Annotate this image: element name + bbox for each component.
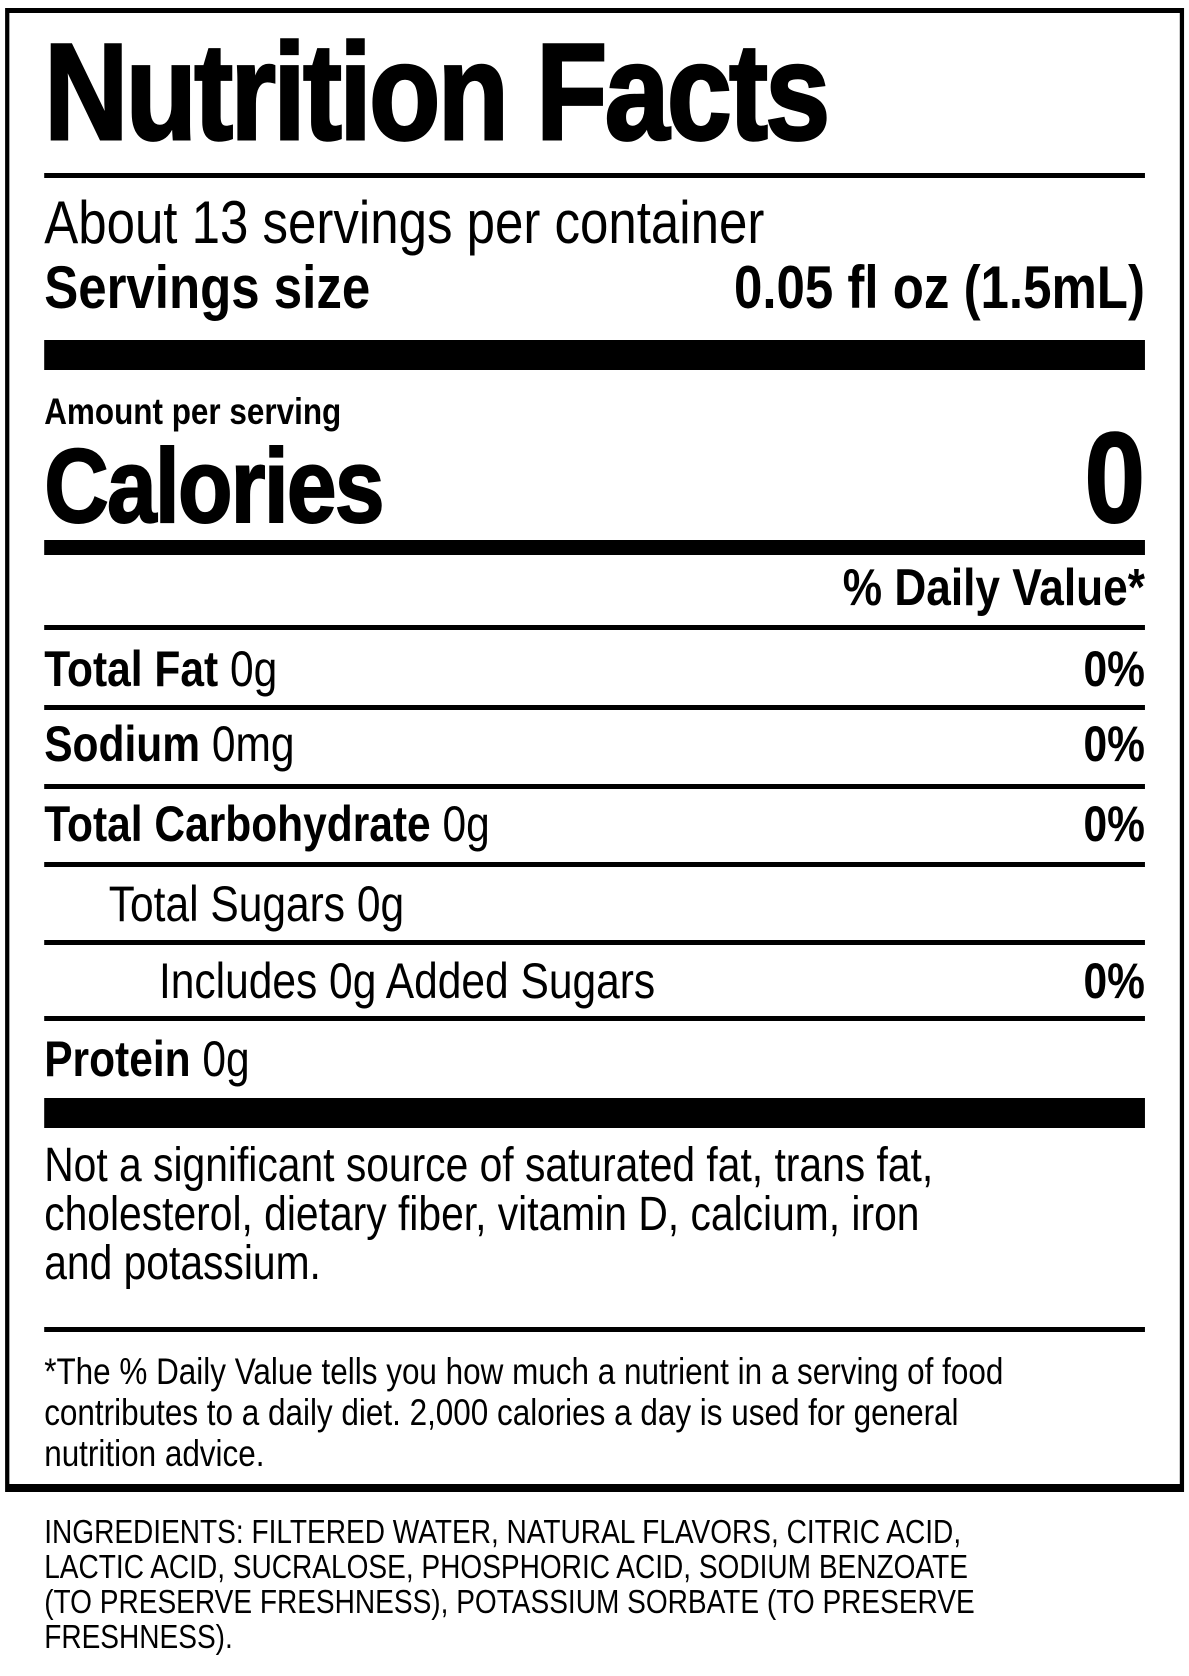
row-divider (44, 940, 1145, 945)
nutrient-row-added-sugars: Includes 0g Added Sugars 0% (44, 956, 1145, 1006)
amount-per-serving-label: Amount per serving (44, 391, 342, 432)
nutrient-row-total-carbohydrate: Total Carbohydrate 0g 0% (44, 799, 1145, 849)
divider-under-dv-header (44, 625, 1145, 630)
note-line: and potassium. (44, 1237, 321, 1290)
nutrient-row-total-fat: Total Fat 0g 0% (44, 644, 1145, 694)
nutrient-row-sodium: Sodium 0mg 0% (44, 719, 1145, 769)
ingredients-line: (TO PRESERVE FRESHNESS), POTASSIUM SORBA… (44, 1583, 975, 1620)
nutrient-row-total-sugars: Total Sugars 0g (44, 879, 1145, 929)
footnote-line: nutrition advice. (44, 1433, 265, 1474)
nutrient-dv: 0% (1083, 796, 1145, 852)
nutrient-label: Total Carbohydrate 0g (44, 796, 490, 852)
note-line: Not a significant source of saturated fa… (44, 1139, 934, 1192)
row-divider (44, 705, 1145, 710)
calories-row: Calories 0 (43, 407, 1146, 550)
serving-size-value: 0.05 fl oz (1.5mL) (734, 254, 1145, 321)
nutrient-dv: 0% (1083, 953, 1145, 1009)
nutrient-label: Includes 0g Added Sugars (158, 953, 656, 1009)
ingredients-line: LACTIC ACID, SUCRALOSE, PHOSPHORIC ACID,… (44, 1548, 968, 1585)
nutrient-label: Protein 0g (44, 1031, 250, 1087)
nutrient-label: Total Sugars 0g (108, 876, 405, 932)
ingredients-statement: INGREDIENTS: FILTERED WATER, NATURAL FLA… (44, 1514, 1154, 1654)
serving-size-label: Servings size (44, 254, 371, 321)
ingredients-line: FRESHNESS). (44, 1618, 233, 1655)
divider-above-footnote (44, 1327, 1145, 1332)
thick-separator-top (44, 340, 1145, 370)
note-line: cholesterol, dietary fiber, vitamin D, c… (44, 1188, 920, 1241)
not-significant-note: Not a significant source of saturated fa… (44, 1141, 1145, 1288)
divider-under-title (44, 173, 1145, 178)
thick-separator-bottom (44, 1098, 1145, 1128)
row-divider (44, 1016, 1145, 1021)
row-divider (44, 784, 1145, 789)
calories-label: Calories (43, 428, 385, 545)
nutrient-dv: 0% (1083, 641, 1145, 697)
nutrient-label: Sodium 0mg (44, 716, 295, 772)
footnote-line: *The % Daily Value tells you how much a … (44, 1351, 1004, 1392)
daily-value-footnote: *The % Daily Value tells you how much a … (44, 1351, 1145, 1474)
nutrient-row-protein: Protein 0g (44, 1034, 1145, 1084)
ingredients-line: INGREDIENTS: FILTERED WATER, NATURAL FLA… (44, 1513, 962, 1550)
calories-value: 0 (1084, 407, 1146, 550)
nutrition-facts-title: Nutrition Facts (43, 16, 831, 169)
footnote-line: contributes to a daily diet. 2,000 calor… (44, 1392, 959, 1433)
daily-value-header: % Daily Value* (842, 559, 1145, 617)
separator-under-calories (44, 540, 1145, 555)
nutrient-dv: 0% (1083, 716, 1145, 772)
row-divider (44, 862, 1145, 867)
nutrient-label: Total Fat 0g (44, 641, 278, 697)
servings-per-container: About 13 servings per container (44, 189, 765, 256)
serving-size-row: Servings size 0.05 fl oz (1.5mL) (44, 258, 1145, 318)
label-sheet: Nutrition Facts About 13 servings per co… (0, 8, 1189, 1654)
nutrition-facts-panel: Nutrition Facts About 13 servings per co… (5, 8, 1185, 1492)
